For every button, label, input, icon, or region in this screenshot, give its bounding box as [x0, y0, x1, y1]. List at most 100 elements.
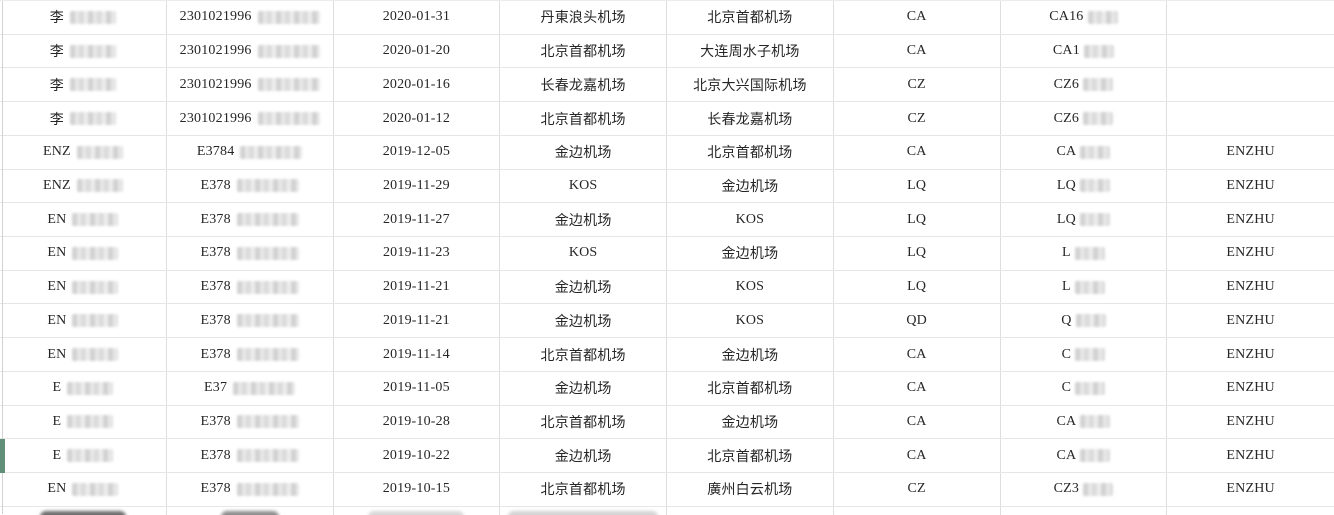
cell-id-number[interactable]: E378 [167, 405, 334, 439]
cell-date[interactable]: 2019-11-05 [334, 371, 501, 405]
cell-remark[interactable]: ENZHU [1167, 406, 1334, 439]
cell-flight[interactable]: L [1001, 237, 1168, 270]
cell-airline[interactable]: CZ [834, 102, 1001, 135]
cell-remark[interactable] [1167, 1, 1334, 34]
cell-remark[interactable]: ENZHU [1167, 372, 1334, 405]
cell-name[interactable]: EN [0, 473, 167, 506]
cell-name[interactable]: 李 [0, 102, 167, 135]
cell-id-number[interactable]: 2301021996 [167, 68, 334, 102]
cell-arrival[interactable]: KOS [667, 304, 834, 338]
cell-id-number[interactable]: 2301021996 [167, 34, 334, 68]
cell-flight[interactable]: C [1001, 338, 1168, 371]
cell-airline[interactable]: CA [834, 405, 1001, 439]
cell-departure[interactable]: 金边机场 [500, 371, 667, 405]
cell-date[interactable]: 2019-11-23 [334, 237, 501, 270]
cell-flight[interactable]: LQ [1001, 169, 1168, 203]
cell-arrival[interactable]: 廣州白云机场 [667, 473, 834, 506]
cell-date[interactable]: 2020-01-16 [334, 68, 501, 102]
cell-departure[interactable] [500, 506, 667, 515]
cell-remark[interactable]: ENZHU [1167, 271, 1334, 304]
cell-airline[interactable]: CA [834, 338, 1001, 371]
cell-airline[interactable]: CA [834, 1, 1001, 34]
cell-flight[interactable]: CA [1001, 135, 1168, 169]
cell-name[interactable]: 李 [0, 34, 167, 68]
cell-remark[interactable]: ENZHU [1167, 136, 1334, 169]
cell-airline[interactable]: QD [834, 304, 1001, 338]
cell-id-number[interactable]: 2301021996 [167, 1, 334, 34]
cell-date[interactable] [334, 506, 501, 515]
cell-departure[interactable]: 北京首都机场 [500, 338, 667, 371]
cell-name[interactable]: E [0, 405, 167, 439]
cell-date[interactable]: 2019-10-28 [334, 405, 501, 439]
cell-departure[interactable]: 金边机场 [500, 439, 667, 473]
cell-arrival[interactable]: 金边机场 [667, 237, 834, 270]
cell-arrival[interactable]: 北京首都机场 [667, 135, 834, 169]
cell-airline[interactable]: CZ [834, 473, 1001, 506]
cell-flight[interactable]: CZ3 [1001, 473, 1168, 506]
cell-remark[interactable] [1167, 35, 1334, 68]
cell-remark[interactable]: ENZHU [1167, 304, 1334, 337]
cell-arrival[interactable]: 金边机场 [667, 338, 834, 371]
cell-flight[interactable]: Q [1001, 304, 1168, 338]
cell-arrival[interactable] [667, 506, 834, 515]
cell-arrival[interactable]: 金边机场 [667, 405, 834, 439]
cell-flight[interactable]: LQ [1001, 203, 1168, 237]
cell-date[interactable]: 2019-11-27 [334, 203, 501, 237]
cell-date[interactable]: 2019-11-21 [334, 270, 501, 304]
cell-arrival[interactable]: KOS [667, 270, 834, 304]
cell-remark[interactable]: ENZHU [1167, 338, 1334, 371]
cell-date[interactable]: 2020-01-20 [334, 34, 501, 68]
cell-date[interactable]: 2019-11-29 [334, 169, 501, 203]
cell-departure[interactable]: 北京首都机场 [500, 34, 667, 68]
cell-departure[interactable]: 长春龙嘉机场 [500, 68, 667, 102]
cell-departure[interactable]: 金边机场 [500, 203, 667, 237]
cell-remark[interactable] [1167, 68, 1334, 101]
cell-airline[interactable]: CA [834, 135, 1001, 169]
cell-id-number[interactable]: E378 [167, 270, 334, 304]
cell-name[interactable]: 李 [0, 68, 167, 102]
cell-flight[interactable]: CA16 [1001, 1, 1168, 34]
cell-id-number[interactable]: E37 [167, 371, 334, 405]
cell-remark[interactable]: ENZHU [1167, 237, 1334, 270]
cell-arrival[interactable]: 大连周水子机场 [667, 34, 834, 68]
cell-airline[interactable]: CA [834, 371, 1001, 405]
cell-flight[interactable]: CA1 [1001, 34, 1168, 68]
cell-departure[interactable]: 金边机场 [500, 135, 667, 169]
cell-id-number[interactable]: E378 [167, 439, 334, 473]
cell-remark[interactable]: ENZHU [1167, 170, 1334, 203]
cell-id-number[interactable]: E378 [167, 203, 334, 237]
cell-arrival[interactable]: 金边机场 [667, 169, 834, 203]
cell-departure[interactable]: KOS [500, 169, 667, 203]
cell-remark[interactable]: ENZHU [1167, 439, 1334, 472]
cell-name[interactable]: EN [0, 304, 167, 338]
cell-date[interactable]: 2020-01-12 [334, 102, 501, 135]
cell-flight[interactable]: CZ6 [1001, 102, 1168, 135]
cell-name[interactable]: EN [0, 203, 167, 237]
cell-departure[interactable]: 北京首都机场 [500, 102, 667, 135]
cell-airline[interactable]: CA [834, 439, 1001, 473]
cell-id-number[interactable]: E378 [167, 304, 334, 338]
cell-remark[interactable]: ENZHU [1167, 473, 1334, 506]
cell-flight[interactable]: CA [1001, 439, 1168, 473]
cell-departure[interactable]: 北京首都机场 [500, 405, 667, 439]
cell-flight[interactable] [1001, 506, 1168, 515]
cell-flight[interactable]: L [1001, 270, 1168, 304]
cell-departure[interactable]: 丹東浪头机场 [500, 1, 667, 34]
cell-airline[interactable]: CA [834, 34, 1001, 68]
cell-departure[interactable]: 金边机场 [500, 270, 667, 304]
cell-name[interactable]: EN [0, 338, 167, 371]
cell-remark[interactable] [1167, 102, 1334, 135]
cell-arrival[interactable]: 北京首都机场 [667, 1, 834, 34]
cell-airline[interactable] [834, 506, 1001, 515]
cell-airline[interactable]: CZ [834, 68, 1001, 102]
cell-date[interactable]: 2019-11-14 [334, 338, 501, 371]
cell-departure[interactable]: KOS [500, 237, 667, 270]
cell-airline[interactable]: LQ [834, 203, 1001, 237]
cell-date[interactable]: 2019-10-15 [334, 473, 501, 506]
cell-airline[interactable]: LQ [834, 237, 1001, 270]
cell-departure[interactable]: 金边机场 [500, 304, 667, 338]
cell-id-number[interactable] [167, 506, 334, 515]
cell-date[interactable]: 2019-10-22 [334, 439, 501, 473]
cell-id-number[interactable]: E378 [167, 473, 334, 506]
cell-date[interactable]: 2019-12-05 [334, 135, 501, 169]
